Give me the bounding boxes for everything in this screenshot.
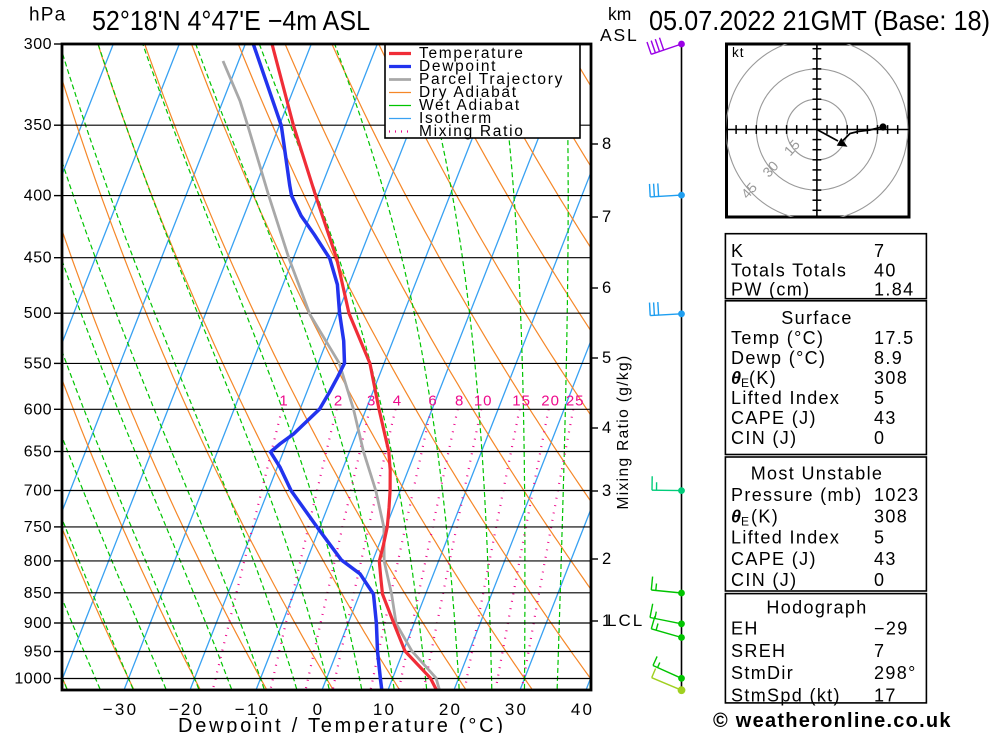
svg-text:40: 40 [571, 700, 594, 719]
svg-text:500: 500 [24, 305, 52, 322]
svg-text:10: 10 [474, 393, 493, 410]
svg-text:20: 20 [541, 393, 560, 410]
svg-text:40: 40 [874, 261, 897, 281]
svg-text:Most Unstable: Most Unstable [751, 464, 884, 484]
svg-text:4: 4 [393, 393, 402, 410]
svg-text:17.5: 17.5 [874, 328, 914, 348]
svg-text:Temp (°C): Temp (°C) [731, 328, 824, 348]
svg-text:350: 350 [24, 117, 52, 134]
svg-text:30: 30 [505, 700, 528, 719]
svg-text:Dewp (°C): Dewp (°C) [731, 348, 826, 368]
svg-text:5: 5 [874, 528, 885, 548]
svg-text:SREH: SREH [731, 641, 786, 661]
svg-text:0: 0 [874, 428, 885, 448]
svg-text:1: 1 [279, 393, 288, 410]
svg-text:CIN (J): CIN (J) [731, 570, 797, 590]
svg-text:52°18'N 4°47'E −4m ASL: 52°18'N 4°47'E −4m ASL [92, 5, 370, 36]
svg-text:8: 8 [455, 393, 464, 410]
svg-text:CAPE (J): CAPE (J) [731, 408, 817, 428]
svg-text:Hodograph: Hodograph [766, 597, 867, 617]
svg-text:750: 750 [24, 519, 52, 536]
svg-text:1023: 1023 [874, 485, 919, 505]
svg-text:43: 43 [874, 408, 897, 428]
svg-text:3: 3 [367, 393, 376, 410]
svg-text:Mixing Ratio (g/kg): Mixing Ratio (g/kg) [615, 354, 632, 509]
svg-text:600: 600 [24, 401, 52, 418]
svg-text:850: 850 [24, 585, 52, 602]
svg-text:17: 17 [874, 685, 897, 705]
svg-text:800: 800 [24, 553, 52, 570]
svg-text:550: 550 [24, 355, 52, 372]
svg-text:5: 5 [874, 388, 885, 408]
svg-text:LCL: LCL [607, 611, 644, 630]
svg-text:6: 6 [602, 279, 611, 297]
svg-text:EH: EH [731, 619, 759, 639]
svg-text:5: 5 [602, 349, 611, 367]
svg-text:CAPE (J): CAPE (J) [731, 549, 817, 569]
svg-text:7: 7 [874, 641, 885, 661]
svg-text:25: 25 [566, 393, 585, 410]
svg-text:hPa: hPa [29, 5, 66, 26]
svg-text:0: 0 [874, 570, 885, 590]
svg-text:Pressure (mb): Pressure (mb) [731, 485, 863, 505]
svg-text:Totals Totals: Totals Totals [731, 261, 847, 281]
svg-text:308: 308 [874, 368, 908, 388]
svg-text:km: km [608, 4, 631, 24]
svg-text:8.9: 8.9 [874, 348, 903, 368]
svg-text:7: 7 [874, 241, 885, 261]
svg-text:E: E [741, 514, 750, 528]
svg-text:7: 7 [602, 208, 611, 226]
svg-text:8: 8 [602, 135, 611, 153]
svg-text:CIN (J): CIN (J) [731, 428, 797, 448]
svg-text:43: 43 [874, 549, 897, 569]
svg-text:(K): (K) [751, 506, 779, 526]
svg-text:900: 900 [24, 615, 52, 632]
svg-text:1000: 1000 [14, 671, 52, 688]
svg-text:Lifted Index: Lifted Index [731, 388, 840, 408]
svg-text:700: 700 [24, 483, 52, 500]
svg-text:3: 3 [602, 482, 611, 500]
svg-text:−30: −30 [103, 700, 138, 719]
svg-text:© weatheronline.co.uk: © weatheronline.co.uk [713, 710, 951, 732]
svg-text:StmSpd (kt): StmSpd (kt) [731, 685, 841, 705]
svg-text:950: 950 [24, 644, 52, 661]
svg-text:450: 450 [24, 250, 52, 267]
svg-text:05.07.2022 21GMT (Base: 18): 05.07.2022 21GMT (Base: 18) [649, 5, 990, 36]
svg-text:Dewpoint / Temperature (°C): Dewpoint / Temperature (°C) [178, 715, 503, 733]
svg-text:400: 400 [24, 188, 52, 205]
svg-text:298°: 298° [874, 663, 917, 683]
svg-text:650: 650 [24, 444, 52, 461]
svg-text:−29: −29 [874, 619, 909, 639]
svg-text:kt: kt [732, 45, 745, 60]
svg-text:2: 2 [602, 550, 611, 568]
svg-text:15: 15 [512, 393, 531, 410]
svg-text:Lifted Index: Lifted Index [731, 528, 840, 548]
svg-text:308: 308 [874, 506, 908, 526]
svg-text:(K): (K) [749, 368, 777, 388]
svg-text:300: 300 [24, 36, 52, 53]
svg-text:6: 6 [428, 393, 437, 410]
svg-text:PW (cm): PW (cm) [731, 280, 810, 300]
svg-text:1.84: 1.84 [874, 280, 914, 300]
svg-text:4: 4 [602, 419, 611, 437]
svg-text:K: K [731, 241, 744, 261]
svg-text:Mixing Ratio: Mixing Ratio [419, 123, 525, 140]
svg-text:Surface: Surface [781, 308, 852, 328]
svg-text:StmDir: StmDir [731, 663, 794, 683]
svg-text:ASL: ASL [600, 25, 638, 45]
svg-text:2: 2 [334, 393, 343, 410]
